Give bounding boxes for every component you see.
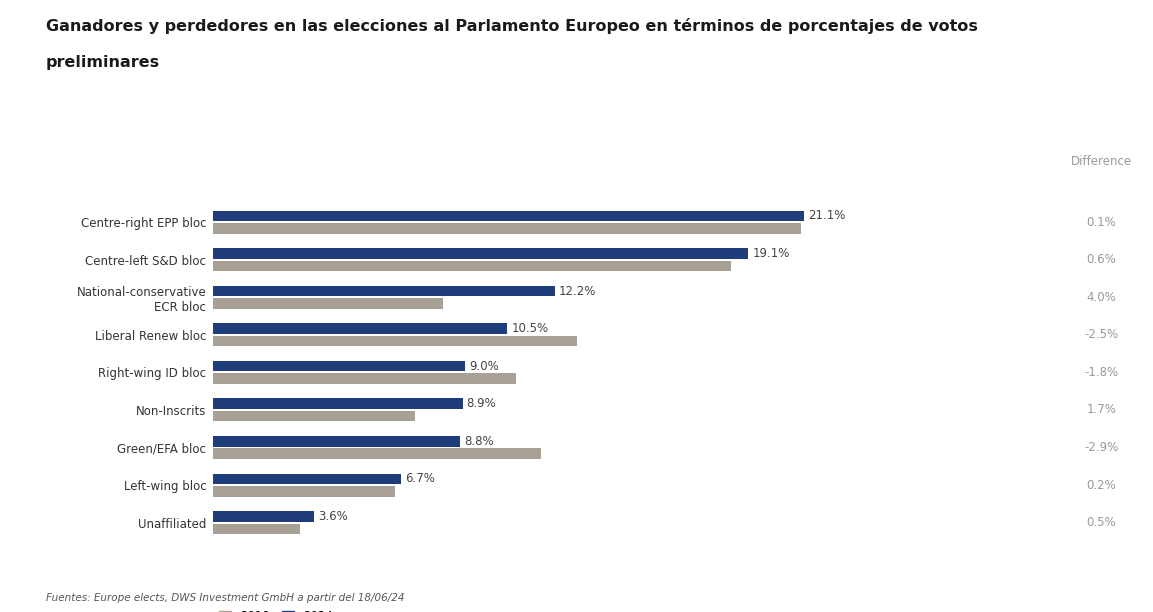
Bar (213, 211, 804, 221)
Bar (213, 411, 415, 422)
Text: Ganadores y perdedores en las elecciones al Parlamento Europeo en términos de po: Ganadores y perdedores en las elecciones… (46, 18, 978, 34)
Bar (213, 511, 314, 521)
Text: 0.1%: 0.1% (1086, 215, 1116, 229)
Bar (213, 524, 300, 534)
Bar (213, 486, 395, 496)
Bar (213, 436, 460, 447)
Text: 10.5%: 10.5% (512, 322, 549, 335)
Text: -1.8%: -1.8% (1084, 366, 1118, 379)
Text: 8.8%: 8.8% (464, 435, 493, 448)
Text: 3.6%: 3.6% (318, 510, 348, 523)
Text: 0.5%: 0.5% (1086, 516, 1116, 529)
Bar (213, 298, 443, 308)
Text: 4.0%: 4.0% (1086, 291, 1116, 304)
Bar (213, 398, 462, 409)
Text: Fuentes: Europe elects, DWS Investment GmbH a partir del 18/06/24: Fuentes: Europe elects, DWS Investment G… (46, 593, 405, 603)
Text: 0.6%: 0.6% (1086, 253, 1116, 266)
Text: -2.9%: -2.9% (1084, 441, 1118, 454)
Bar (213, 261, 731, 271)
Bar (213, 336, 578, 346)
Text: 6.7%: 6.7% (405, 472, 435, 485)
Text: 21.1%: 21.1% (808, 209, 845, 222)
Legend: 2019, 2024: 2019, 2024 (219, 610, 333, 612)
Text: Difference: Difference (1070, 155, 1132, 168)
Bar (213, 361, 466, 371)
Text: 12.2%: 12.2% (559, 285, 596, 297)
Bar (213, 373, 515, 384)
Bar (213, 286, 555, 296)
Text: 9.0%: 9.0% (469, 360, 499, 373)
Bar (213, 223, 801, 234)
Bar (213, 474, 401, 484)
Text: 8.9%: 8.9% (467, 397, 497, 410)
Text: -2.5%: -2.5% (1084, 328, 1118, 341)
Text: preliminares: preliminares (46, 55, 160, 70)
Text: 1.7%: 1.7% (1086, 403, 1116, 416)
Bar (213, 449, 541, 459)
Text: 19.1%: 19.1% (752, 247, 790, 260)
Bar (213, 323, 507, 334)
Text: 0.2%: 0.2% (1086, 479, 1116, 491)
Bar (213, 248, 748, 259)
